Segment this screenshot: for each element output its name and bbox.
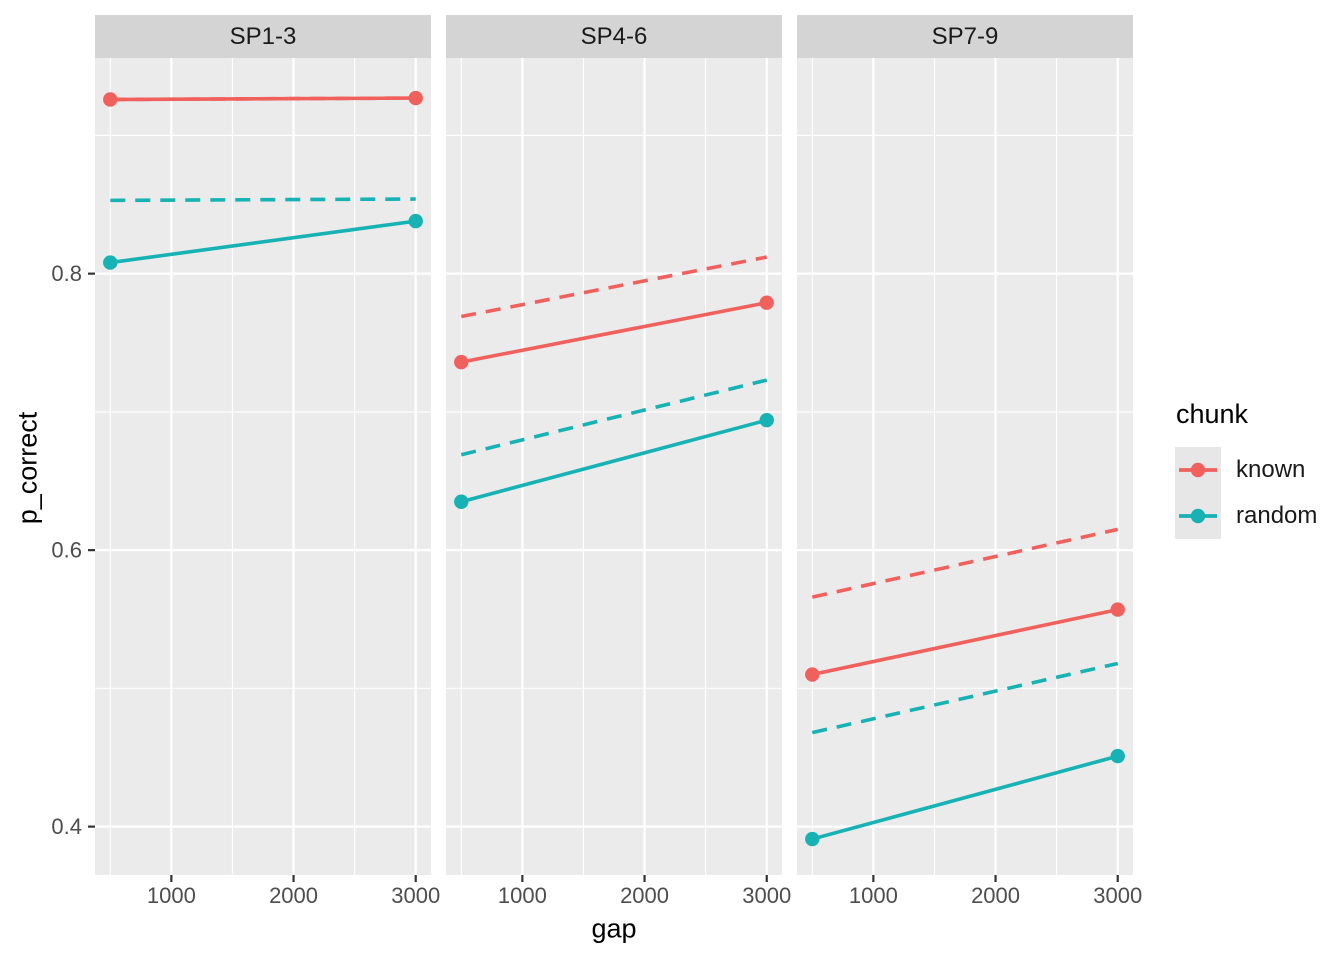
random-observed-line: [460, 418, 768, 504]
facet-panel: 1000 2000 3000: [95, 58, 440, 908]
x-tick-label: 1000: [498, 883, 547, 908]
legend-key-known: [1175, 447, 1221, 493]
random-predicted-line: [811, 661, 1119, 735]
legend-key-random: [1175, 493, 1221, 539]
random-data-point: [408, 213, 423, 229]
known-observed-line: [110, 96, 416, 102]
facet-strip-label: SP1-3: [229, 22, 297, 50]
y-tick-label: 0.8: [51, 261, 82, 286]
panel-background: [797, 58, 1133, 875]
random-predicted-line: [110, 197, 416, 203]
legend-item-label: known: [1236, 456, 1306, 483]
facet-strip-label: SP7-9: [931, 22, 999, 50]
known-data-point: [1110, 602, 1125, 617]
random-predicted-line: [460, 378, 768, 457]
legend-title: chunk: [1176, 399, 1249, 429]
legend-item-known: known: [1175, 447, 1344, 493]
facet-strip-sp1-3: SP1-3: [95, 15, 431, 58]
known-predicted-line: [460, 255, 768, 319]
known-data-point: [408, 90, 423, 106]
known-data-point: [454, 354, 469, 370]
x-tick-label: 3000: [1093, 883, 1142, 908]
facet-panel: 1000 2000 3000: [797, 58, 1142, 908]
random-data-point: [103, 255, 118, 270]
random-data-point: [454, 494, 469, 509]
facet-strip-label: SP4-6: [580, 22, 648, 50]
x-tick-label: 2000: [620, 883, 669, 908]
random-data-point: [805, 831, 820, 847]
facet-strip-sp4-6: SP4-6: [446, 15, 782, 58]
legend: chunk known random: [1175, 399, 1344, 539]
legend-item-random: random: [1175, 493, 1344, 539]
panel-background: [95, 58, 431, 875]
x-tick-label: 1000: [147, 883, 196, 908]
known-observed-line: [460, 300, 768, 364]
x-tick-label: 2000: [269, 883, 318, 908]
y-tick-label: 0.6: [51, 538, 82, 563]
x-axis-title: gap: [591, 913, 637, 944]
random-line-point-icon: [1179, 508, 1217, 524]
known-data-point: [759, 295, 774, 310]
x-tick-label: 3000: [742, 883, 791, 908]
y-axis-title: p_correct: [12, 411, 43, 525]
known-data-point: [103, 92, 118, 107]
random-observed-line: [811, 754, 1119, 841]
known-observed-line: [811, 607, 1119, 677]
y-tick-label: 0.4: [51, 814, 82, 839]
random-data-point: [759, 412, 774, 428]
random-data-point: [1110, 748, 1125, 764]
known-predicted-line: [811, 527, 1119, 599]
x-tick-label: 2000: [971, 883, 1020, 908]
x-tick-label: 3000: [391, 883, 440, 908]
known-line-point-icon: [1179, 462, 1217, 478]
panel-background: [446, 58, 782, 875]
facet-strip-sp7-9: SP7-9: [797, 15, 1133, 58]
random-observed-line: [110, 219, 416, 265]
known-data-point: [805, 667, 820, 682]
x-tick-label: 1000: [849, 883, 898, 908]
facet-panel: 1000 2000 3000: [446, 58, 791, 908]
legend-item-label: random: [1236, 502, 1318, 529]
